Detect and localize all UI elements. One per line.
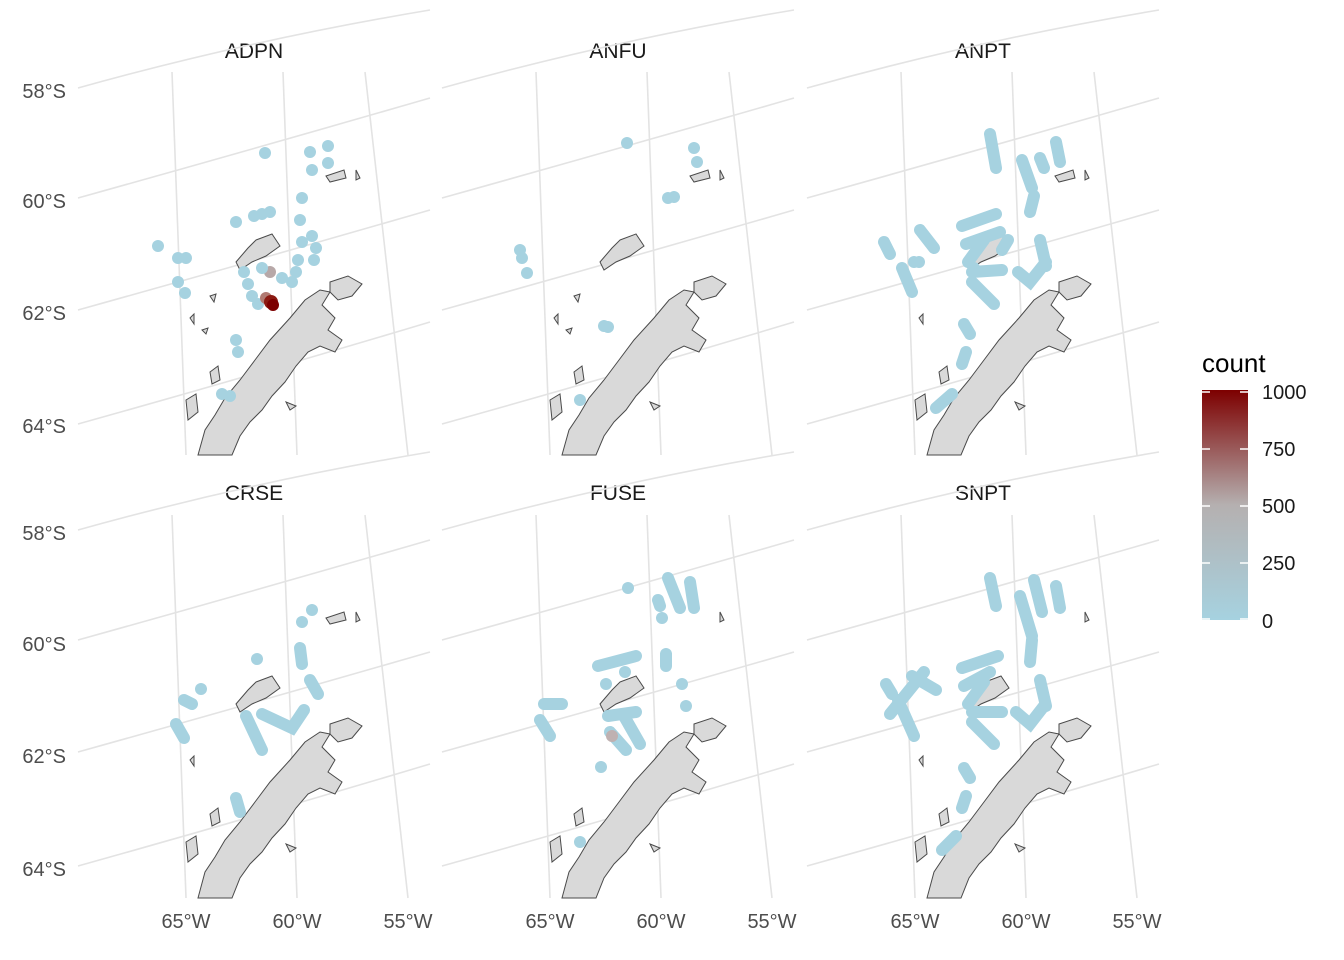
lon-tick-label: 55°W [383,911,432,933]
observation-points [514,137,703,406]
panel-title: ANPT [955,40,1011,63]
panel-anfu: ANFU [441,9,795,456]
legend-tick-label: 500 [1262,496,1295,518]
graticule [77,451,431,899]
panel-title: CRSE [225,482,283,505]
panel-fuse: FUSE [441,451,795,899]
legend-tick-label: 750 [1262,439,1295,461]
panel-title: SNPT [955,482,1011,505]
lon-tick-label: 60°W [636,911,685,933]
lon-tick-label: 65°W [890,911,939,933]
observation-tracks [534,572,700,756]
observation-tracks [880,572,1066,856]
lat-tick-label: 64°S [22,859,66,881]
latitude-axis-bottom: 58°S 60°S 62°S 64°S [22,523,66,881]
lat-tick-label: 60°S [22,634,66,656]
lon-tick-label: 65°W [161,911,210,933]
observation-points [908,256,980,274]
panel-snpt: SNPT [806,451,1160,899]
panel-adpn: ADPN [77,9,431,456]
antarctic-peninsula-landmass [549,169,727,456]
antarctic-peninsula-landmass [185,169,363,456]
lat-tick-label: 60°S [22,191,66,213]
observation-points [195,604,318,695]
observation-tracks [170,642,324,818]
lon-tick-label: 60°W [272,911,321,933]
lat-tick-label: 62°S [22,746,66,768]
observation-points [152,140,334,402]
longitude-axis-col2: 65°W 60°W 55°W [525,911,796,933]
legend-colorbar [1202,390,1248,620]
lon-tick-label: 65°W [525,911,574,933]
lon-tick-label: 60°W [1001,911,1050,933]
lat-tick-label: 58°S [22,523,66,545]
longitude-axis-col3: 65°W 60°W 55°W [890,911,1161,933]
legend-tick-label: 1000 [1262,382,1307,404]
lon-tick-label: 55°W [1112,911,1161,933]
observation-points [574,582,692,848]
antarctic-peninsula-landmass [549,611,727,899]
legend-tick-label: 250 [1262,553,1295,575]
count-legend: count 1000 750 500 250 0 [1202,348,1307,633]
panel-title: ADPN [225,40,283,63]
lat-tick-label: 58°S [22,81,66,103]
latitude-axis-top: 58°S 60°S 62°S 64°S [22,81,66,438]
panel-title: FUSE [590,482,646,505]
antarctic-peninsula-landmass [185,611,363,899]
legend-title: count [1202,348,1266,378]
longitude-axis-col1: 65°W 60°W 55°W [161,911,432,933]
observation-tracks [878,128,1066,414]
legend-tick-label: 0 [1262,611,1273,633]
lat-tick-label: 64°S [22,416,66,438]
panel-title: ANFU [589,40,646,63]
panel-anpt: ANPT [806,9,1160,456]
panel-crse: CRSE [77,451,431,899]
antarctic-peninsula-landmass [914,169,1092,456]
lon-tick-label: 55°W [747,911,796,933]
lat-tick-label: 62°S [22,303,66,325]
